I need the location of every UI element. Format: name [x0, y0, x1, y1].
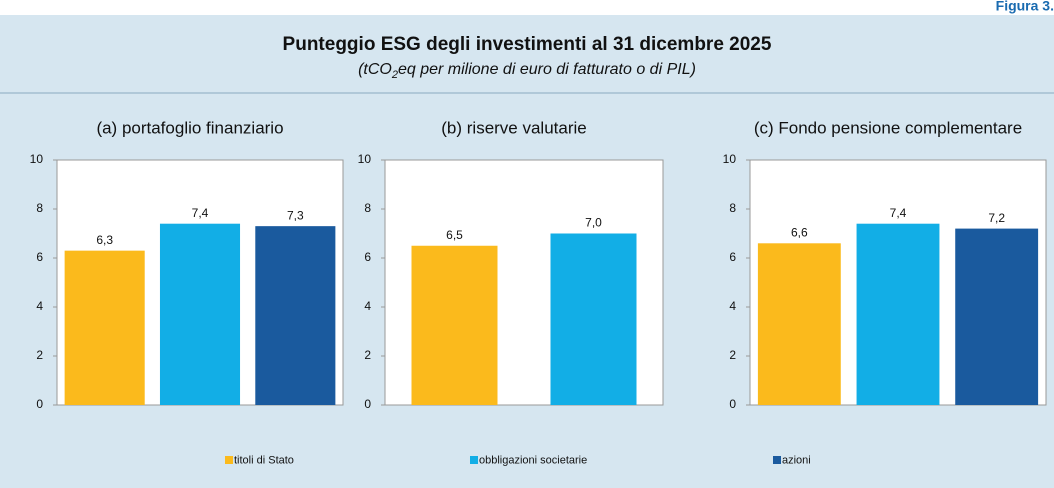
y-tick-label: 4: [36, 299, 43, 313]
value-label: 7,3: [287, 208, 304, 222]
subtitle-part: eq per milione di euro di fatturato o di…: [398, 61, 696, 78]
chart-subtitle: (tCO2eq per milione di euro di fatturato…: [358, 61, 696, 81]
value-label: 7,2: [988, 211, 1005, 225]
value-label: 6,6: [791, 225, 808, 239]
bar: [955, 228, 1039, 405]
subtitle-part: (tCO: [358, 61, 392, 78]
value-label: 6,5: [446, 228, 463, 242]
y-tick-label: 2: [364, 348, 371, 362]
y-tick-label: 8: [36, 201, 43, 215]
legend-swatch: [225, 456, 233, 464]
y-tick-label: 6: [364, 250, 371, 264]
bar: [550, 233, 637, 405]
value-label: 7,4: [890, 206, 907, 220]
y-tick-label: 6: [729, 250, 736, 264]
bar: [757, 243, 841, 405]
bar: [411, 245, 498, 405]
bar: [255, 226, 336, 405]
subtitle-sub: 2: [391, 69, 398, 81]
y-tick-label: 10: [723, 152, 737, 166]
y-tick-label: 8: [729, 201, 736, 215]
y-tick-label: 4: [364, 299, 371, 313]
y-tick-label: 0: [364, 397, 371, 411]
y-tick-label: 6: [36, 250, 43, 264]
y-tick-label: 0: [36, 397, 43, 411]
value-label: 6,3: [96, 233, 113, 247]
legend-swatch: [773, 456, 781, 464]
panel-title: (c) Fondo pensione complementare: [754, 118, 1022, 137]
legend-swatch: [470, 456, 478, 464]
legend-label: obbligazioni societarie: [479, 454, 587, 466]
figure-label: Figura 3.: [996, 0, 1054, 14]
panel-title: (b) riserve valutarie: [441, 118, 587, 137]
y-tick-label: 10: [30, 152, 44, 166]
panel-title: (a) portafoglio finanziario: [96, 118, 283, 137]
y-tick-label: 8: [364, 201, 371, 215]
legend-label: titoli di Stato: [234, 454, 294, 466]
bar: [64, 250, 145, 405]
y-tick-label: 0: [729, 397, 736, 411]
value-label: 7,0: [585, 216, 602, 230]
bar: [856, 223, 940, 405]
chart-title: Punteggio ESG degli investimenti al 31 d…: [283, 34, 772, 55]
y-tick-label: 10: [358, 152, 372, 166]
y-tick-label: 2: [36, 348, 43, 362]
bar: [159, 223, 241, 405]
legend-label: azioni: [782, 454, 811, 466]
y-tick-label: 2: [729, 348, 736, 362]
value-label: 7,4: [192, 206, 209, 220]
y-tick-label: 4: [729, 299, 736, 313]
